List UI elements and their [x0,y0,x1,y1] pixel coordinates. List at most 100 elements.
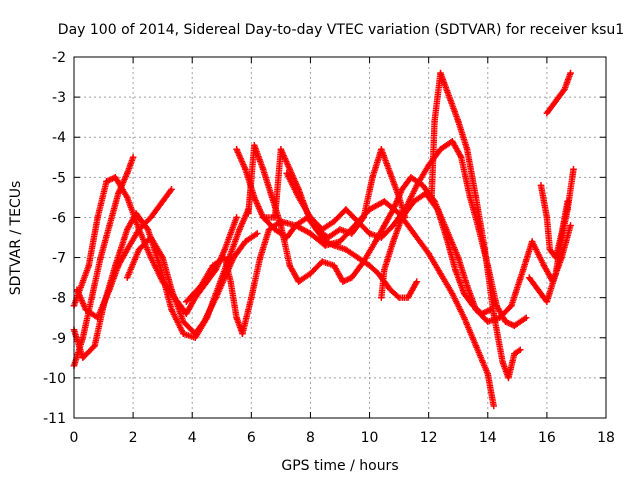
data-point [106,222,113,229]
data-point [425,250,432,257]
data-point [322,238,329,245]
data-point [460,314,468,321]
data-point [369,174,376,181]
data-point [567,69,574,77]
data-points [70,69,577,410]
series-track-15 [543,69,574,117]
data-point [180,330,187,337]
data-point [82,306,90,313]
x-tick-label: 6 [247,430,256,446]
data-point [124,170,131,177]
data-point [378,234,385,241]
data-point [239,330,246,337]
data-point [463,282,471,289]
data-point [348,274,356,281]
data-point [390,238,397,245]
x-tick-label: 0 [70,430,79,446]
data-point [413,278,421,285]
data-point [236,226,243,233]
data-point [79,354,87,362]
data-point [233,214,240,221]
y-tick-label: -11 [43,411,66,427]
data-point [360,258,367,265]
data-point [499,358,506,366]
y-tick-label: -8 [52,291,66,307]
data-point [478,310,486,317]
data-point [124,274,131,281]
data-point [191,330,199,337]
data-point [381,198,388,205]
data-point [168,286,175,293]
data-point [437,69,444,77]
data-point [523,314,530,321]
data-point [197,282,205,289]
data-point [330,218,338,225]
x-tick-label: 14 [479,430,497,446]
data-point [324,234,332,241]
data-point [227,278,234,285]
data-point [366,262,373,269]
data-point [147,234,155,241]
data-point [472,194,480,201]
data-point [387,286,394,293]
data-point [395,194,403,201]
data-point [248,294,255,301]
y-tick-label: -3 [52,90,66,106]
y-tick-label: -2 [52,50,66,66]
data-point [292,222,299,229]
series-track-14 [537,182,571,261]
data-point [251,142,258,149]
data-point [460,290,468,297]
data-point [348,230,356,237]
data-point [511,322,518,329]
data-point [330,242,338,249]
data-point [313,226,320,233]
data-point [221,246,228,253]
data-point [455,254,462,261]
data-point [307,230,314,237]
data-point [97,254,104,261]
data-point [336,226,344,233]
data-point [168,306,175,313]
data-point [452,266,459,273]
data-point [233,146,240,153]
data-point [271,214,279,221]
data-point [286,166,293,173]
data-point [342,206,350,213]
data-point [472,342,480,349]
data-point [268,194,276,201]
data-point [295,194,302,201]
data-point [546,246,554,253]
data-point [295,278,302,285]
data-point [257,254,264,261]
data-point [419,182,426,189]
data-point [381,266,388,273]
data-point [567,222,574,229]
data-point [398,186,406,193]
data-point [360,214,367,221]
data-point [277,222,285,229]
data-point [543,214,551,221]
data-point [159,198,166,205]
data-point [508,302,515,309]
data-point [221,254,228,261]
data-point [490,402,497,410]
data-point [183,310,190,317]
data-point [552,97,559,105]
data-point [469,302,477,309]
data-point [112,174,119,181]
y-tick-label: -5 [52,170,66,186]
data-point [129,154,137,161]
data-point [254,230,261,237]
data-point [135,246,143,253]
data-point [375,270,382,277]
data-point [366,230,373,237]
data-point [230,254,237,261]
data-point [463,146,471,153]
data-point [159,254,166,261]
data-point [135,226,143,233]
data-point [387,170,394,177]
x-tick-label: 12 [420,430,438,446]
data-point [372,238,379,245]
data-point [147,254,155,261]
